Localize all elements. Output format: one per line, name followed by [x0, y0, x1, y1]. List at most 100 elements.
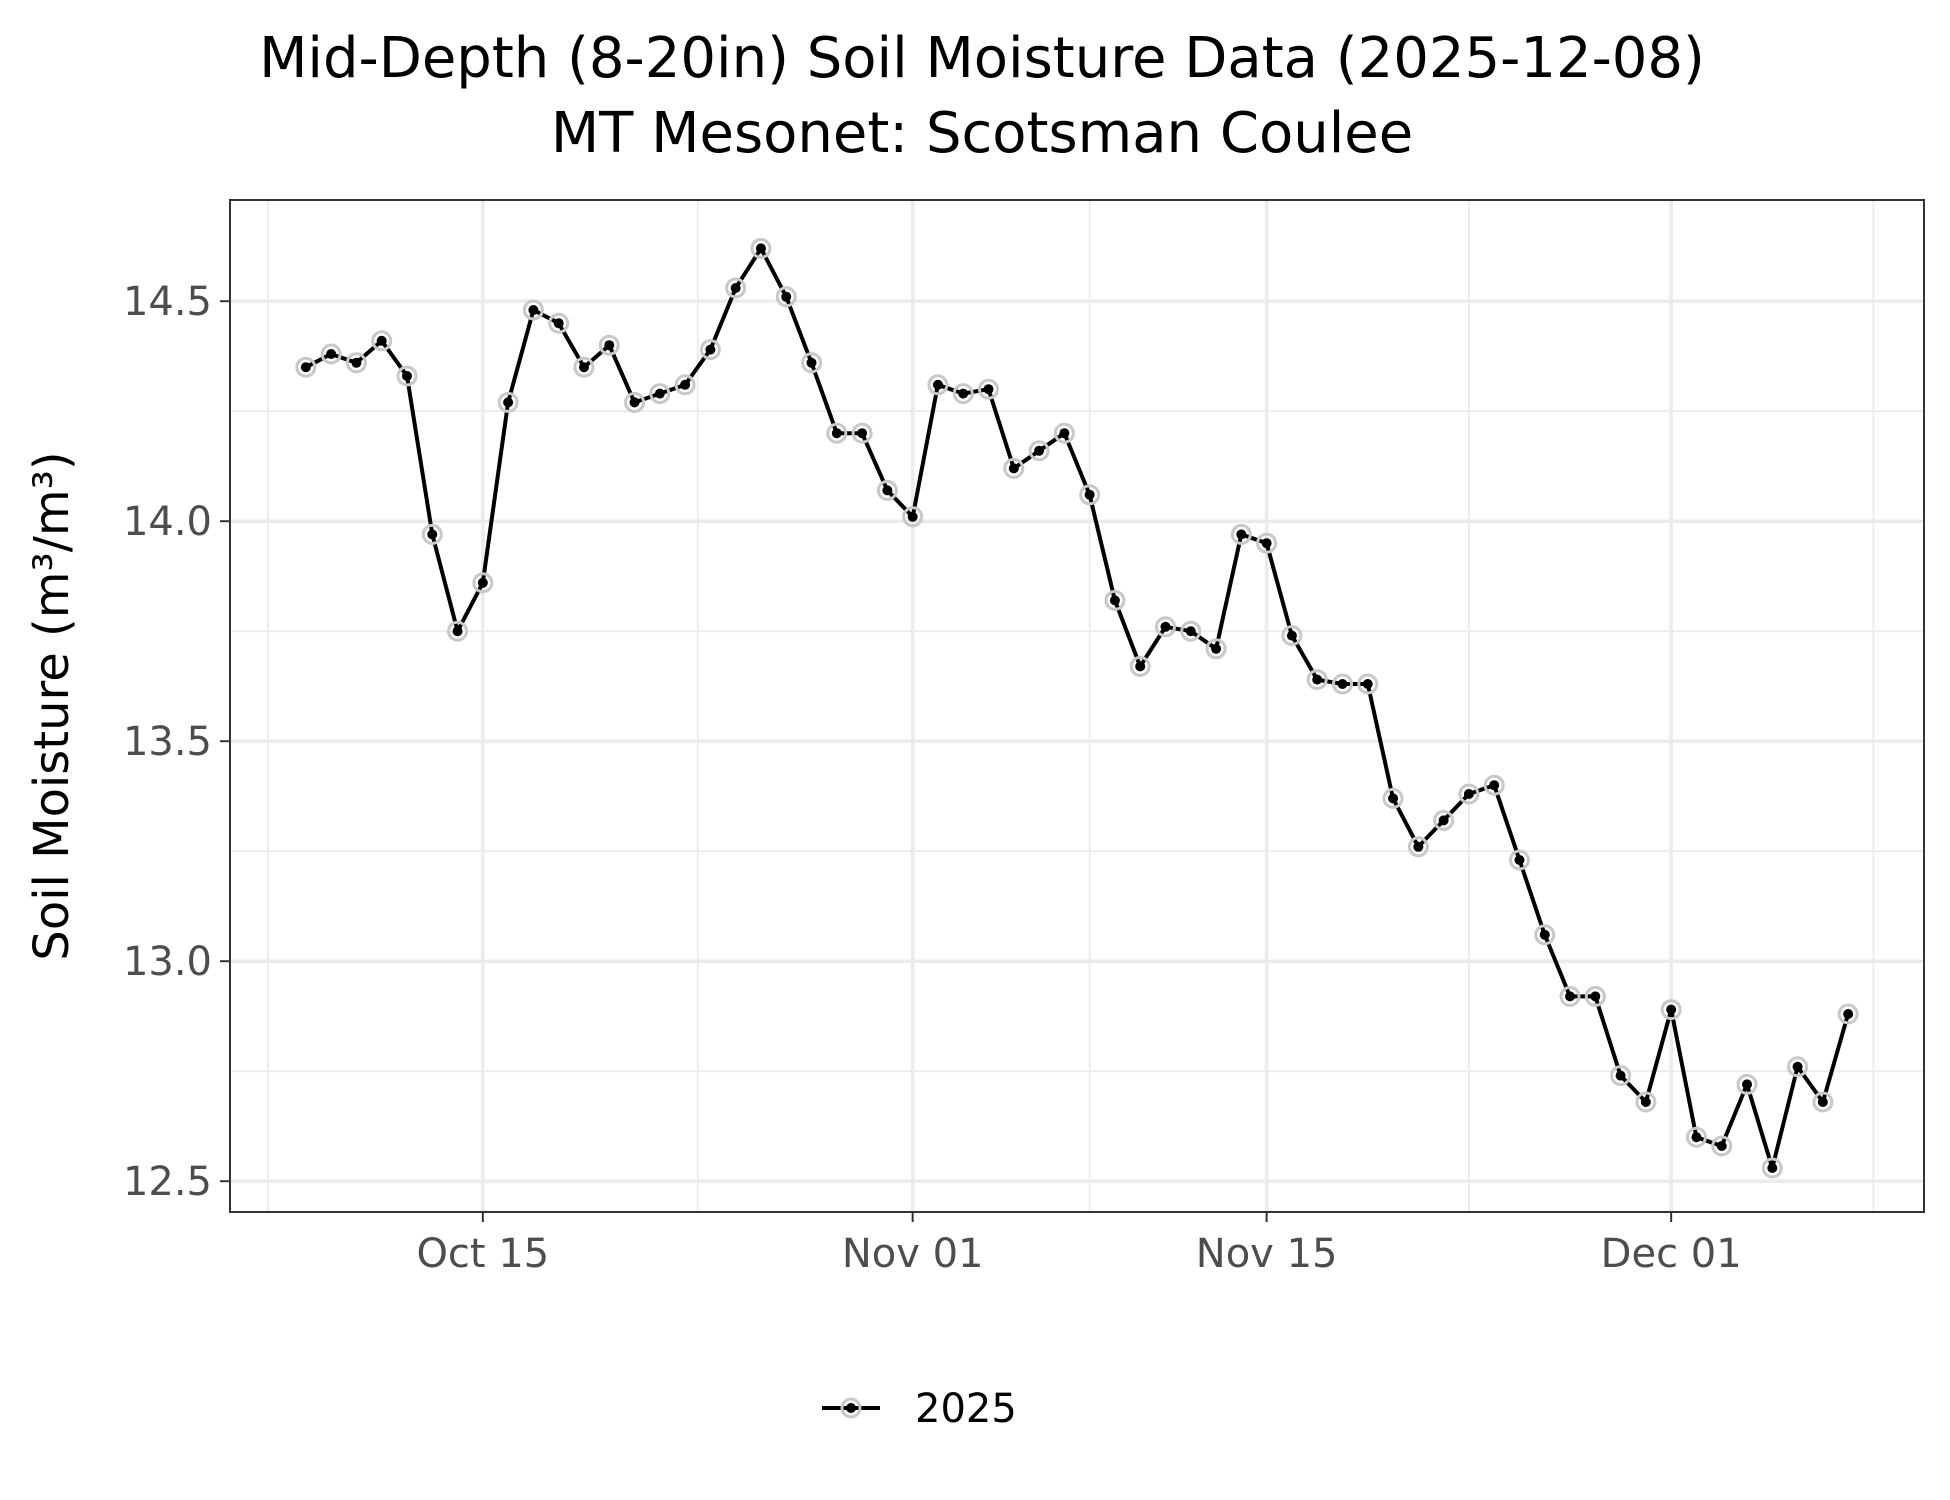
plot-panel-border [229, 199, 1925, 1213]
data-point [503, 397, 514, 408]
data-point [300, 362, 311, 373]
data-point [1084, 489, 1095, 500]
data-point [604, 340, 615, 351]
legend-label-2025: 2025 [915, 1386, 1017, 1432]
data-point-halo [371, 330, 393, 352]
data-point-halo [1079, 484, 1101, 506]
data-point-halo [1812, 1091, 1834, 1113]
data-point [932, 379, 943, 390]
data-point [1109, 595, 1120, 606]
data-point-halo [1407, 836, 1429, 858]
data-point-halo [1281, 625, 1303, 647]
data-point-halo [1610, 1065, 1632, 1087]
data-point [1337, 679, 1348, 689]
data-point-halo [447, 620, 469, 642]
data-point [427, 529, 438, 540]
data-point [1312, 674, 1323, 685]
y-tick-label: 12.5 [123, 1159, 212, 1205]
data-point [528, 305, 539, 315]
data-point [1059, 428, 1070, 439]
data-point-halo [1104, 589, 1126, 611]
y-tick-label: 14.0 [123, 499, 212, 545]
data-point-halo [320, 343, 342, 365]
data-point-halo [1761, 1157, 1783, 1179]
data-point-halo [1483, 774, 1505, 796]
data-point-halo [1559, 985, 1581, 1007]
data-point-halo [1584, 985, 1606, 1007]
data-point [857, 428, 868, 439]
data-point-halo [1433, 809, 1455, 831]
data-point [1413, 841, 1424, 852]
data-point-halo [902, 506, 924, 528]
data-point-halo [624, 391, 646, 413]
data-point-halo [1534, 924, 1556, 946]
data-point-halo [1154, 616, 1176, 638]
data-point-halo [497, 391, 519, 413]
data-point [983, 384, 994, 395]
y-tick-label: 14.5 [123, 279, 212, 325]
data-point-halo [1230, 523, 1252, 545]
y-axis-title: Soil Moisture (m³/m³) [24, 451, 80, 960]
legend-key-dot [846, 1403, 856, 1413]
data-point [1135, 661, 1146, 672]
data-point-halo [421, 523, 443, 545]
data-point [781, 291, 792, 302]
data-point-halo [1837, 1003, 1859, 1025]
x-axis-ticks: Oct 15 Nov 01 Nov 15 Dec 01 [416, 1212, 1742, 1277]
data-point [1362, 679, 1373, 689]
data-point [1666, 1004, 1677, 1015]
data-point-halo [1256, 532, 1278, 554]
data-point [351, 357, 362, 368]
data-point-halo [1382, 787, 1404, 809]
data-point [755, 243, 766, 254]
data-point-halo [1306, 669, 1328, 691]
data-point-halo [801, 352, 823, 374]
x-tick-label: Dec 01 [1601, 1231, 1742, 1277]
data-point-halo [573, 356, 595, 378]
data-point-halo [1508, 849, 1530, 871]
data-point-halo [548, 312, 570, 334]
data-point [1590, 991, 1601, 1002]
y-tick-label: 13.5 [123, 719, 212, 765]
data-point [1539, 929, 1550, 940]
data-point-halo [598, 334, 620, 356]
data-point-halo [826, 422, 848, 444]
data-point [553, 318, 564, 329]
y-axis-ticks: 12.5 13.0 13.5 14.0 14.5 [123, 279, 230, 1205]
data-point-halo [1711, 1135, 1733, 1157]
data-point-halo [775, 286, 797, 308]
data-point [1767, 1163, 1778, 1173]
y-tick-label: 13.0 [123, 939, 212, 985]
data-point-halo [1736, 1073, 1758, 1095]
x-tick-label: Oct 15 [416, 1231, 549, 1277]
data-point [1615, 1070, 1626, 1081]
data-point [1034, 445, 1045, 456]
data-point [730, 283, 741, 293]
data-point [806, 357, 817, 368]
data-point-halo [725, 277, 747, 299]
data-point [882, 485, 893, 496]
data-point [1463, 789, 1474, 799]
legend-key-halo [840, 1397, 862, 1419]
x-tick-label: Nov 15 [1196, 1231, 1338, 1277]
data-point-halo [1458, 783, 1480, 805]
data-point [1843, 1009, 1854, 1019]
data-point-halo [472, 572, 494, 594]
x-tick-label: Nov 01 [842, 1231, 984, 1277]
data-point [1388, 793, 1399, 804]
data-point [578, 362, 589, 373]
data-point [452, 626, 463, 637]
data-point-halo [1660, 999, 1682, 1021]
data-point-halo [674, 374, 696, 396]
data-point-halo [1003, 457, 1025, 479]
data-point-halo [1331, 673, 1353, 695]
data-point-halo [295, 356, 317, 378]
data-point-halo [649, 383, 671, 405]
data-point [1716, 1141, 1727, 1151]
data-point-halo [1685, 1126, 1707, 1148]
data-point-halo [851, 422, 873, 444]
data-point [680, 379, 691, 390]
data-point-halo [1180, 620, 1202, 642]
data-point-halo [1635, 1091, 1657, 1113]
data-point [629, 397, 640, 408]
